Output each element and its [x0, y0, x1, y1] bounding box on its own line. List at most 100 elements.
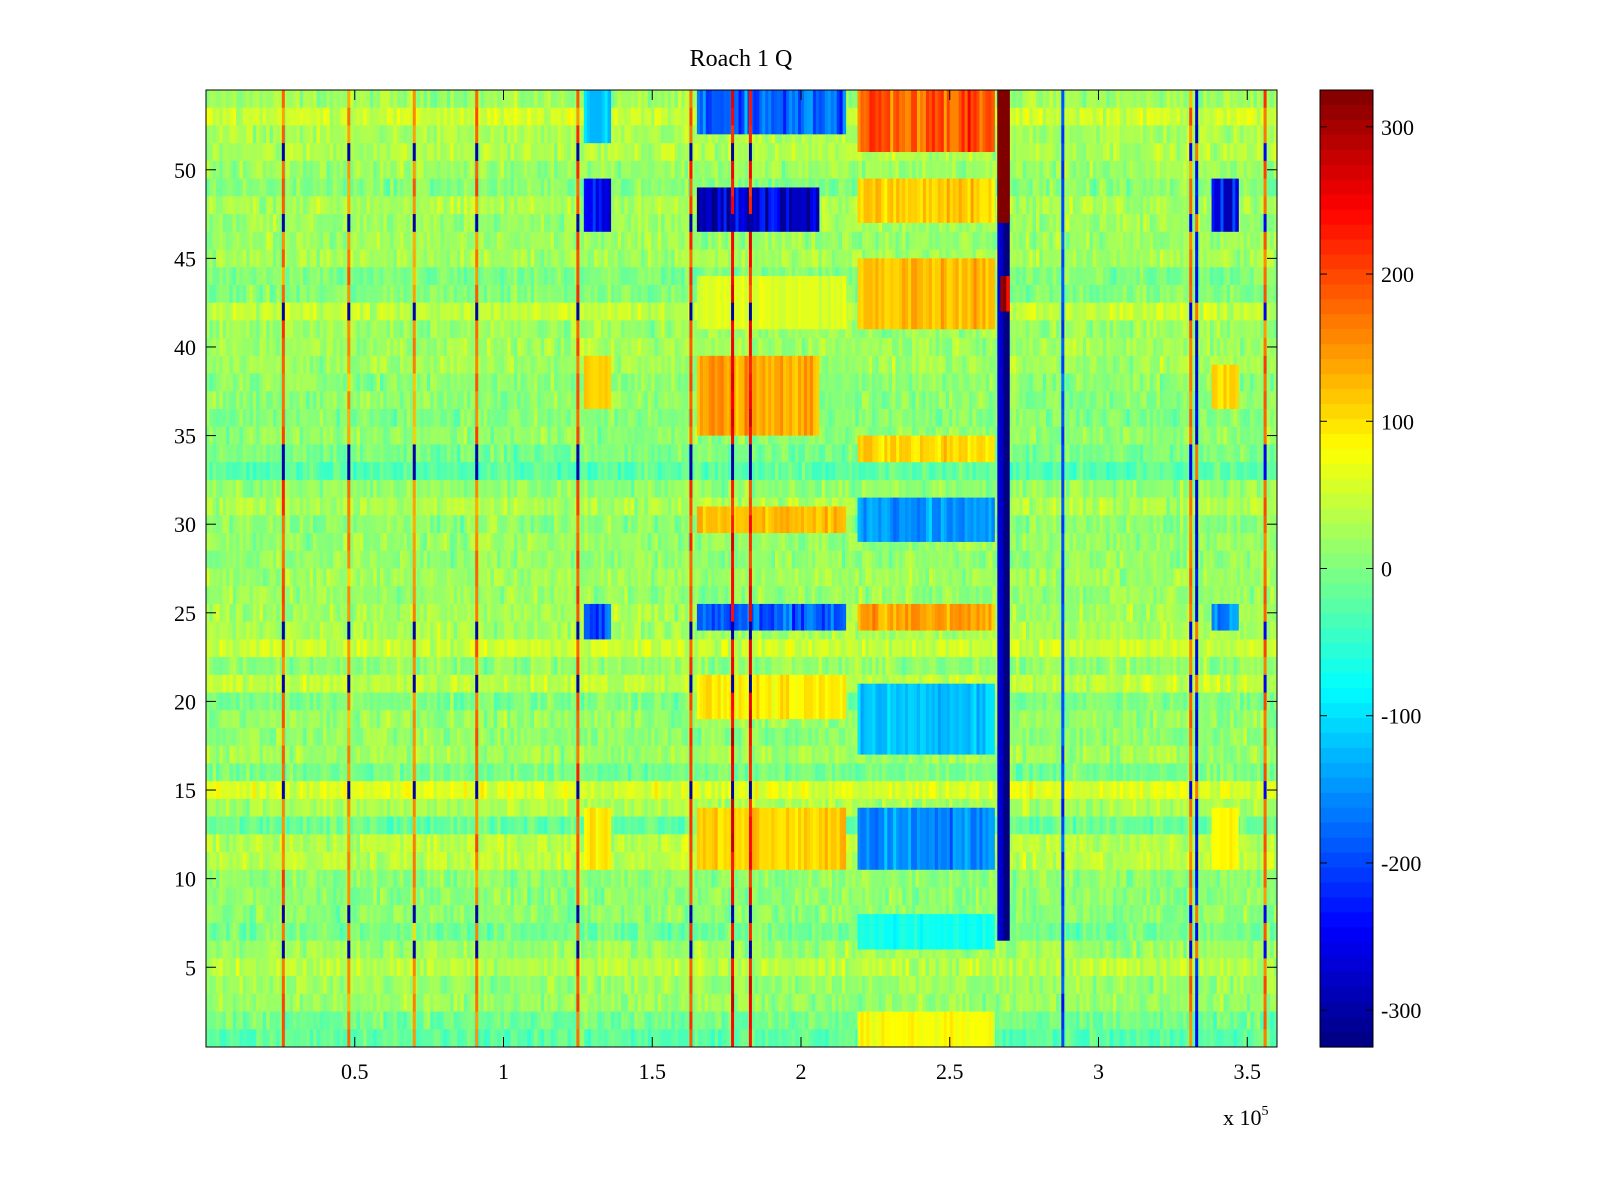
heatmap-cell: [537, 143, 542, 162]
heatmap-cell: [420, 143, 425, 162]
heatmap-cell: [467, 320, 472, 339]
heatmap-cell: [861, 214, 866, 233]
heatmap-cell: [370, 196, 374, 215]
heatmap-cell: [902, 143, 907, 162]
heatmap-cell: [540, 107, 545, 127]
heatmap-cell: [276, 160, 281, 180]
heatmap-cell: [627, 125, 632, 144]
heatmap-cell: [1072, 284, 1077, 304]
heatmap-cell: [236, 196, 241, 215]
heatmap-cell: [1133, 196, 1138, 215]
heatmap-cell: [380, 284, 384, 304]
heatmap-cell: [1149, 284, 1154, 304]
heatmap-cell: [641, 249, 646, 268]
heatmap-cell: [1133, 90, 1138, 109]
heatmap-cell: [768, 160, 773, 180]
heatmap-cell: [1116, 125, 1121, 144]
heatmap-cell: [845, 231, 850, 251]
heatmap-cell: [436, 214, 441, 233]
heatmap-cell: [279, 143, 284, 162]
heatmap-cell: [1079, 267, 1084, 286]
heatmap-cell: [443, 178, 448, 197]
heatmap-cell: [1056, 196, 1061, 215]
heatmap-cell: [450, 320, 455, 339]
heatmap-cell: [811, 160, 816, 180]
heatmap-cell: [333, 178, 338, 197]
heatmap-cell: [507, 160, 512, 180]
heatmap-cell: [226, 267, 231, 286]
heatmap-cell: [1039, 143, 1044, 162]
heatmap-cell: [865, 143, 870, 162]
heatmap-cell: [1012, 214, 1017, 233]
heatmap-cell: [684, 214, 689, 233]
heatmap-cell: [1146, 267, 1151, 286]
heatmap-cell: [1066, 143, 1071, 162]
heatmap-cell: [641, 231, 646, 251]
heatmap-cell: [758, 231, 763, 251]
heatmap-cell: [674, 284, 679, 304]
heatmap-cell: [483, 90, 488, 109]
heatmap-cell: [370, 214, 374, 233]
heatmap-cell: [303, 284, 308, 304]
heatmap-cell: [326, 178, 331, 197]
heatmap-cell: [316, 160, 321, 180]
heatmap-cell: [614, 196, 619, 215]
heatmap-cell: [761, 320, 766, 339]
heatmap-cell: [343, 249, 348, 268]
heatmap-cell: [436, 196, 441, 215]
heatmap-cell: [671, 267, 676, 286]
heatmap-cell: [483, 107, 488, 127]
heatmap-cell: [751, 320, 756, 339]
heatmap-cell: [774, 249, 779, 268]
heatmap-cell: [654, 196, 659, 215]
heatmap-cell: [821, 143, 826, 162]
heatmap-cell: [1230, 267, 1235, 286]
heatmap-cell: [1136, 125, 1141, 144]
heatmap-cell: [1089, 302, 1094, 321]
heatmap-cell: [323, 302, 328, 321]
heatmap-cell: [323, 107, 328, 127]
heatmap-cell: [376, 249, 381, 268]
heatmap-cell: [406, 249, 411, 268]
heatmap-cell: [952, 214, 957, 233]
heatmap-cell: [1129, 107, 1134, 127]
heatmap-cell: [460, 320, 465, 339]
heatmap-cell: [942, 143, 947, 162]
heatmap-cell: [1012, 302, 1017, 321]
heatmap-cell: [1025, 231, 1030, 251]
heatmap-cell: [624, 320, 629, 339]
heatmap-cell: [373, 320, 378, 339]
heatmap-cell: [771, 320, 776, 339]
heatmap-cell: [607, 284, 612, 304]
heatmap-cell: [423, 143, 428, 162]
heatmap-cell: [226, 284, 231, 304]
heatmap-cell: [336, 143, 341, 162]
heatmap-cell: [885, 143, 890, 162]
heatmap-cell: [617, 249, 622, 268]
heatmap-cell: [681, 178, 686, 197]
heatmap-cell: [490, 196, 495, 215]
heatmap-cell: [309, 267, 314, 286]
heatmap-cell: [436, 249, 441, 268]
heatmap-cell: [1092, 107, 1097, 127]
heatmap-cell: [212, 214, 217, 233]
heatmap-cell: [366, 284, 371, 304]
heatmap-cell: [497, 249, 502, 268]
heatmap-cell: [1163, 302, 1168, 321]
heatmap-cell: [363, 249, 368, 268]
heatmap-cell: [370, 160, 374, 180]
heatmap-cell: [329, 267, 334, 286]
heatmap-cell: [918, 231, 923, 251]
heatmap-cell: [704, 160, 709, 180]
heatmap-cell: [393, 143, 398, 162]
heatmap-cell: [503, 143, 508, 162]
heatmap-cell: [222, 178, 227, 197]
heatmap-cell: [279, 214, 284, 233]
heatmap-cell: [1029, 302, 1034, 321]
heatmap-cell: [1082, 231, 1087, 251]
heatmap-cell: [410, 107, 415, 127]
heatmap-cell: [1143, 107, 1148, 127]
heatmap-cell: [654, 107, 659, 127]
heatmap-cell: [647, 125, 652, 144]
heatmap-cell: [1176, 143, 1181, 162]
